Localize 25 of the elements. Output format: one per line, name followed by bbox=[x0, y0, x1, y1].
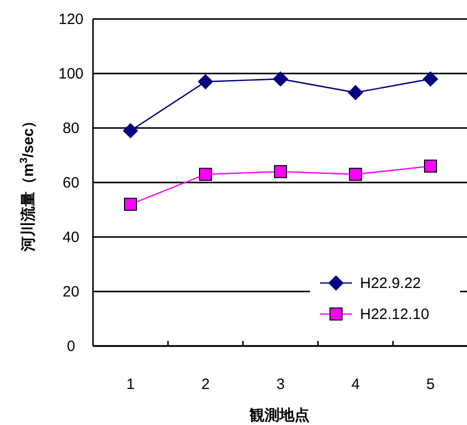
legend-label: H22.9.22 bbox=[360, 275, 421, 292]
point bbox=[423, 71, 438, 86]
point bbox=[274, 165, 287, 178]
point bbox=[349, 168, 362, 181]
y-tick-label: 40 bbox=[62, 229, 80, 246]
y-tick-label: 100 bbox=[58, 66, 84, 82]
y-tick-label: 120 bbox=[58, 11, 84, 28]
x-tick-label: 4 bbox=[351, 376, 360, 393]
point bbox=[273, 71, 288, 86]
y-tick-label: 0 bbox=[66, 338, 76, 355]
point bbox=[424, 160, 437, 173]
x-axis-title: 観測地点 bbox=[248, 407, 310, 424]
legend-label: H22.12.10 bbox=[360, 306, 430, 323]
point bbox=[199, 168, 212, 181]
x-tick-label: 3 bbox=[276, 376, 285, 393]
y-tick-label: 60 bbox=[62, 174, 80, 192]
x-tick-label: 1 bbox=[126, 376, 135, 393]
point bbox=[123, 123, 138, 138]
x-tick-label: 5 bbox=[426, 376, 435, 393]
x-tick-label: 2 bbox=[201, 376, 210, 393]
point bbox=[198, 74, 213, 90]
point bbox=[124, 198, 137, 211]
point bbox=[348, 85, 363, 100]
y-tick-label: 20 bbox=[62, 284, 80, 300]
y-tick-label: 80 bbox=[62, 120, 80, 137]
